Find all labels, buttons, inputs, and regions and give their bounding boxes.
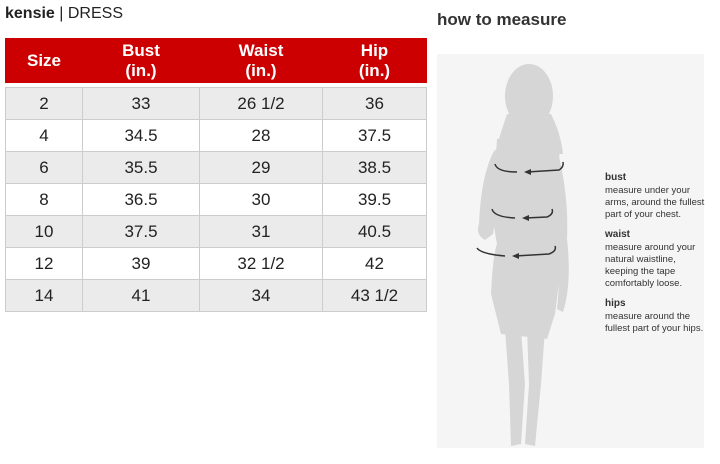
table-cell: 36 xyxy=(322,87,427,120)
table-cell: 31 xyxy=(199,215,323,248)
table-cell: 39.5 xyxy=(322,183,427,216)
measure-instructions: bust measure under your arms, around the … xyxy=(605,164,705,335)
table-cell: 26 1/2 xyxy=(199,87,323,120)
hips-label: hips xyxy=(605,298,626,309)
figure-silhouette-icon xyxy=(476,64,569,446)
table-cell: 6 xyxy=(5,151,83,184)
table-cell: 34.5 xyxy=(82,119,200,152)
size-chart-table: Size Bust (in.) Waist (in.) Hip (in.) 2 33 26… xyxy=(5,38,427,312)
table-cell: 29 xyxy=(199,151,323,184)
table-cell: 12 xyxy=(5,247,83,280)
table-cell: 37.5 xyxy=(322,119,427,152)
table-row: 12 39 32 1/2 42 xyxy=(5,247,427,280)
table-cell: 8 xyxy=(5,183,83,216)
table-cell: 30 xyxy=(199,183,323,216)
how-to-measure-title: how to measure xyxy=(437,10,567,29)
bust-label: bust xyxy=(605,172,627,183)
table-cell: 38.5 xyxy=(322,151,427,184)
table-row: 6 35.5 29 38.5 xyxy=(5,151,427,184)
table-cell: 37.5 xyxy=(82,215,200,248)
table-cell: 36.5 xyxy=(82,183,200,216)
table-cell: 40.5 xyxy=(322,215,427,248)
waist-label: waist xyxy=(605,229,631,240)
table-row: 14 41 34 43 1/2 xyxy=(5,279,427,312)
hips-text: measure around the fullest part of your … xyxy=(605,311,704,334)
how-to-measure-illustration: bust measure under your arms, around the … xyxy=(437,54,704,448)
header-hip: Hip (in.) xyxy=(322,38,427,83)
page-title: kensie | DRESS xyxy=(5,5,123,23)
table-cell: 14 xyxy=(5,279,83,312)
separator: | xyxy=(59,5,64,22)
bust-text: measure under your arms, around the full… xyxy=(605,185,705,220)
table-row: 2 33 26 1/2 36 xyxy=(5,87,427,120)
table-cell: 33 xyxy=(82,87,200,120)
table-cell: 39 xyxy=(82,247,200,280)
table-cell: 32 1/2 xyxy=(199,247,323,280)
header-size: Size xyxy=(5,38,83,83)
table-cell: 10 xyxy=(5,215,83,248)
table-row: 8 36.5 30 39.5 xyxy=(5,183,427,216)
header-bust: Bust (in.) xyxy=(82,38,200,83)
table-row: 10 37.5 31 40.5 xyxy=(5,215,427,248)
table-cell: 41 xyxy=(82,279,200,312)
table-row: 4 34.5 28 37.5 xyxy=(5,119,427,152)
table-cell: 34 xyxy=(199,279,323,312)
header-row: Size Bust (in.) Waist (in.) Hip (in.) xyxy=(5,38,427,83)
table-cell: 4 xyxy=(5,119,83,152)
brand-name: kensie xyxy=(5,5,55,22)
table-cell: 2 xyxy=(5,87,83,120)
table-cell: 35.5 xyxy=(82,151,200,184)
table-cell: 42 xyxy=(322,247,427,280)
table-cell: 28 xyxy=(199,119,323,152)
header-waist: Waist (in.) xyxy=(199,38,323,83)
table-cell: 43 1/2 xyxy=(322,279,427,312)
category: DRESS xyxy=(67,5,123,22)
waist-text: measure around your natural waistline, k… xyxy=(605,242,696,289)
